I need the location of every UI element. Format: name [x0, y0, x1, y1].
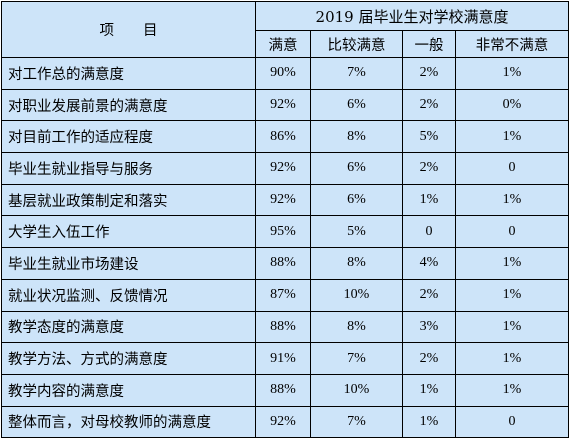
row-value-cell: 2% — [402, 278, 456, 312]
row-value-cell: 92% — [255, 152, 311, 185]
table-row: 毕业生就业市场建设 88% 8% 4% 1% — [1, 247, 569, 280]
column-header-fairly-satisfied: 比较满意 — [310, 30, 403, 58]
row-value-cell: 87% — [255, 278, 311, 312]
row-item-label: 基层就业政策制定和落实 — [1, 183, 256, 217]
row-value-cell: 2% — [402, 152, 456, 185]
row-value-cell: 6% — [310, 88, 403, 122]
row-value-cell: 7% — [310, 405, 403, 439]
row-value-cell: 0 — [402, 215, 456, 249]
table-row: 对工作总的满意度 90% 7% 2% 1% — [1, 57, 569, 90]
row-value-cell: 88% — [255, 247, 311, 280]
row-value-cell: 1% — [454, 310, 569, 344]
row-value-cell: 92% — [255, 88, 311, 122]
row-item-label: 教学态度的满意度 — [1, 310, 256, 344]
header-item-label: 项 目 — [1, 1, 256, 58]
row-value-cell: 4% — [402, 247, 456, 280]
row-value-cell: 5% — [402, 120, 456, 154]
row-value-cell: 86% — [255, 120, 311, 154]
row-value-cell: 8% — [310, 310, 403, 344]
header-row-top: 项 目 2019 届毕业生对学校满意度 — [1, 1, 569, 58]
row-value-cell: 95% — [255, 215, 311, 249]
table-row: 大学生入伍工作 95% 5% 0 0 — [1, 215, 569, 249]
header-title: 2019 届毕业生对学校满意度 — [254, 1, 569, 31]
table-row: 对目前工作的适应程度 86% 8% 5% 1% — [1, 120, 569, 154]
column-header-satisfied: 满意 — [255, 30, 311, 58]
row-item-label: 大学生入伍工作 — [1, 215, 256, 249]
row-item-label: 整体而言，对母校教师的满意度 — [1, 405, 256, 439]
row-value-cell: 1% — [454, 342, 569, 375]
row-value-cell: 1% — [454, 247, 569, 280]
table-body: 对工作总的满意度 90% 7% 2% 1% 对职业发展前景的满意度 92% 6% 2% 0% 对目前… — [1, 57, 569, 439]
row-value-cell: 6% — [310, 183, 403, 217]
row-value-cell: 1% — [454, 183, 569, 217]
row-value-cell: 88% — [255, 310, 311, 344]
row-value-cell: 6% — [310, 152, 403, 185]
row-value-cell: 0 — [454, 215, 569, 249]
row-value-cell: 2% — [402, 342, 456, 375]
table-row: 基层就业政策制定和落实 92% 6% 1% 1% — [1, 183, 569, 217]
row-item-label: 教学方法、方式的满意度 — [1, 342, 256, 375]
row-item-label: 对目前工作的适应程度 — [1, 120, 256, 154]
row-value-cell: 90% — [255, 57, 311, 90]
row-item-label: 就业状况监测、反馈情况 — [1, 278, 256, 312]
row-value-cell: 7% — [310, 57, 403, 90]
row-item-label: 毕业生就业指导与服务 — [1, 152, 256, 185]
row-value-cell: 2% — [402, 57, 456, 90]
row-value-cell: 88% — [255, 373, 311, 407]
row-value-cell: 91% — [255, 342, 311, 375]
row-value-cell: 0% — [454, 88, 569, 122]
row-item-label: 对工作总的满意度 — [1, 57, 256, 90]
row-value-cell: 92% — [255, 405, 311, 439]
table-row: 毕业生就业指导与服务 92% 6% 2% 0 — [1, 152, 569, 185]
row-value-cell: 1% — [402, 183, 456, 217]
row-value-cell: 7% — [310, 342, 403, 375]
row-value-cell: 2% — [402, 88, 456, 122]
column-header-average: 一般 — [402, 30, 456, 58]
table-row: 教学态度的满意度 88% 8% 3% 1% — [1, 310, 569, 344]
row-value-cell: 1% — [454, 57, 569, 90]
row-value-cell: 1% — [454, 373, 569, 407]
row-value-cell: 1% — [402, 405, 456, 439]
row-value-cell: 3% — [402, 310, 456, 344]
row-value-cell: 10% — [310, 278, 403, 312]
row-item-label: 毕业生就业市场建设 — [1, 247, 256, 280]
row-item-label: 教学内容的满意度 — [1, 373, 256, 407]
table-row: 教学内容的满意度 88% 10% 1% 1% — [1, 373, 569, 407]
row-value-cell: 92% — [255, 183, 311, 217]
table-row: 教学方法、方式的满意度 91% 7% 2% 1% — [1, 342, 569, 375]
table-row: 就业状况监测、反馈情况 87% 10% 2% 1% — [1, 278, 569, 312]
row-value-cell: 1% — [454, 120, 569, 154]
row-value-cell: 10% — [310, 373, 403, 407]
row-value-cell: 8% — [310, 120, 403, 154]
table-row: 对职业发展前景的满意度 92% 6% 2% 0% — [1, 88, 569, 122]
header-row-columns: 满意 比较满意 一般 非常不满意 — [2, 30, 569, 58]
row-value-cell: 5% — [310, 215, 403, 249]
row-value-cell: 1% — [402, 373, 456, 407]
row-value-cell: 8% — [310, 247, 403, 280]
row-value-cell: 0 — [454, 152, 569, 185]
row-value-cell: 0 — [454, 405, 569, 439]
row-value-cell: 1% — [454, 278, 569, 312]
table-row: 整体而言，对母校教师的满意度 92% 7% 1% 0 — [1, 405, 569, 439]
column-header-very-unsatisfied: 非常不满意 — [454, 30, 569, 58]
row-item-label: 对职业发展前景的满意度 — [1, 88, 256, 122]
